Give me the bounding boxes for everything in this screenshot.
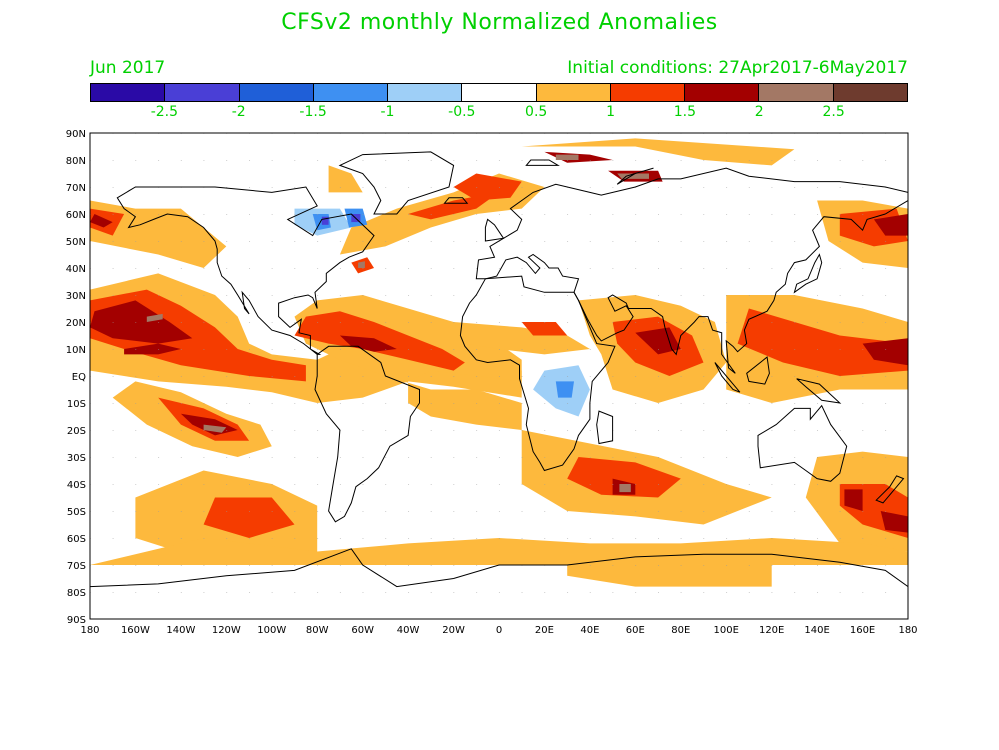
colorbar-label: 0.5 <box>525 104 548 120</box>
lat-tick-label: 60S <box>67 534 86 545</box>
coastline <box>443 197 469 204</box>
lon-tick-label: 120W <box>212 625 241 636</box>
colorbar-label: 2 <box>754 104 764 120</box>
colorbar-swatch <box>759 84 834 101</box>
lon-tick-label: 40E <box>580 625 599 636</box>
coastline <box>757 404 848 482</box>
colorbar-swatch <box>313 84 389 101</box>
lon-tick-label: 80E <box>671 625 690 636</box>
lon-tick-label: 40W <box>397 625 420 636</box>
colorbar-label: -1.5 <box>299 104 327 120</box>
lon-tick-label: 60W <box>351 625 374 636</box>
coastline <box>484 218 505 242</box>
coastline <box>616 167 654 185</box>
colorbar-swatch <box>833 84 907 101</box>
lon-tick-label: 140E <box>804 625 829 636</box>
colorbar-swatch <box>610 84 686 101</box>
colorbar-label: 2.5 <box>822 104 845 120</box>
lat-tick-label: 90S <box>67 615 86 626</box>
coastline <box>475 167 908 374</box>
map-frame <box>89 132 909 620</box>
colorbar-swatch <box>388 84 463 101</box>
lat-tick-label: 20N <box>66 318 86 329</box>
lat-tick-label: 30N <box>66 291 86 302</box>
lon-tick-label: 160W <box>121 625 150 636</box>
lon-tick-label: 80W <box>306 625 329 636</box>
coastline <box>314 345 420 523</box>
lat-tick-label: 70N <box>66 183 86 194</box>
coastline <box>338 151 455 215</box>
lon-tick-label: 120E <box>759 625 784 636</box>
lon-tick-label: 0 <box>496 625 502 636</box>
forecast-month: Jun 2017 <box>90 58 166 78</box>
coastline <box>90 548 908 619</box>
lat-tick-label: 80N <box>66 156 86 167</box>
colorbar-label: -1 <box>380 104 395 120</box>
lat-tick-label: 10S <box>67 399 86 410</box>
lon-tick-label: 20E <box>535 625 554 636</box>
colorbar-label: -2 <box>231 104 246 120</box>
coastline <box>746 356 770 385</box>
lat-tick-label: 50N <box>66 237 86 248</box>
lon-tick-label: 100W <box>257 625 286 636</box>
lat-tick-label: 20S <box>67 426 86 437</box>
lon-tick-label: 140W <box>166 625 195 636</box>
lon-tick-label: 180 <box>898 625 917 636</box>
lat-tick-label: 40N <box>66 264 86 275</box>
colorbar-swatch <box>536 84 611 101</box>
lat-tick-label: 30S <box>67 453 86 464</box>
lat-tick-label: 40S <box>67 480 86 491</box>
coastline <box>525 159 560 166</box>
lon-tick-label: 20W <box>442 625 465 636</box>
coastline <box>875 475 905 504</box>
coastline <box>596 410 614 445</box>
coastline <box>116 186 375 355</box>
colorbar-swatch <box>462 84 537 101</box>
lat-tick-label: EQ <box>72 372 86 383</box>
initial-conditions: Initial conditions: 27Apr2017-6May2017 <box>567 58 908 78</box>
lon-tick-label: 60E <box>626 625 645 636</box>
colorbar-label: -0.5 <box>448 104 476 120</box>
colorbar-swatch <box>165 84 240 101</box>
lon-tick-label: 160E <box>850 625 875 636</box>
lon-tick-label: 180 <box>80 625 99 636</box>
lon-tick-label: 100E <box>714 625 739 636</box>
lat-tick-label: 50S <box>67 507 86 518</box>
coastline <box>714 362 741 393</box>
colorbar-label: -2.5 <box>150 104 179 120</box>
lat-tick-label: 10N <box>66 345 86 356</box>
lat-tick-label: 90N <box>66 129 86 140</box>
colorbar-swatch <box>91 84 166 101</box>
map-title: CFSv2 monthly Normalized Anomalies <box>281 10 718 35</box>
lat-tick-label: 80S <box>67 588 86 599</box>
coastline <box>459 275 616 472</box>
colorbar-swatch <box>685 84 760 101</box>
colorbar-label: 1.5 <box>673 104 697 120</box>
coastline <box>793 253 823 294</box>
colorbar <box>90 83 908 102</box>
colorbar-swatch <box>239 84 314 101</box>
lat-tick-label: 70S <box>67 561 86 572</box>
coastline <box>796 378 842 404</box>
colorbar-label: 1 <box>606 104 615 120</box>
lat-tick-label: 60N <box>66 210 86 221</box>
